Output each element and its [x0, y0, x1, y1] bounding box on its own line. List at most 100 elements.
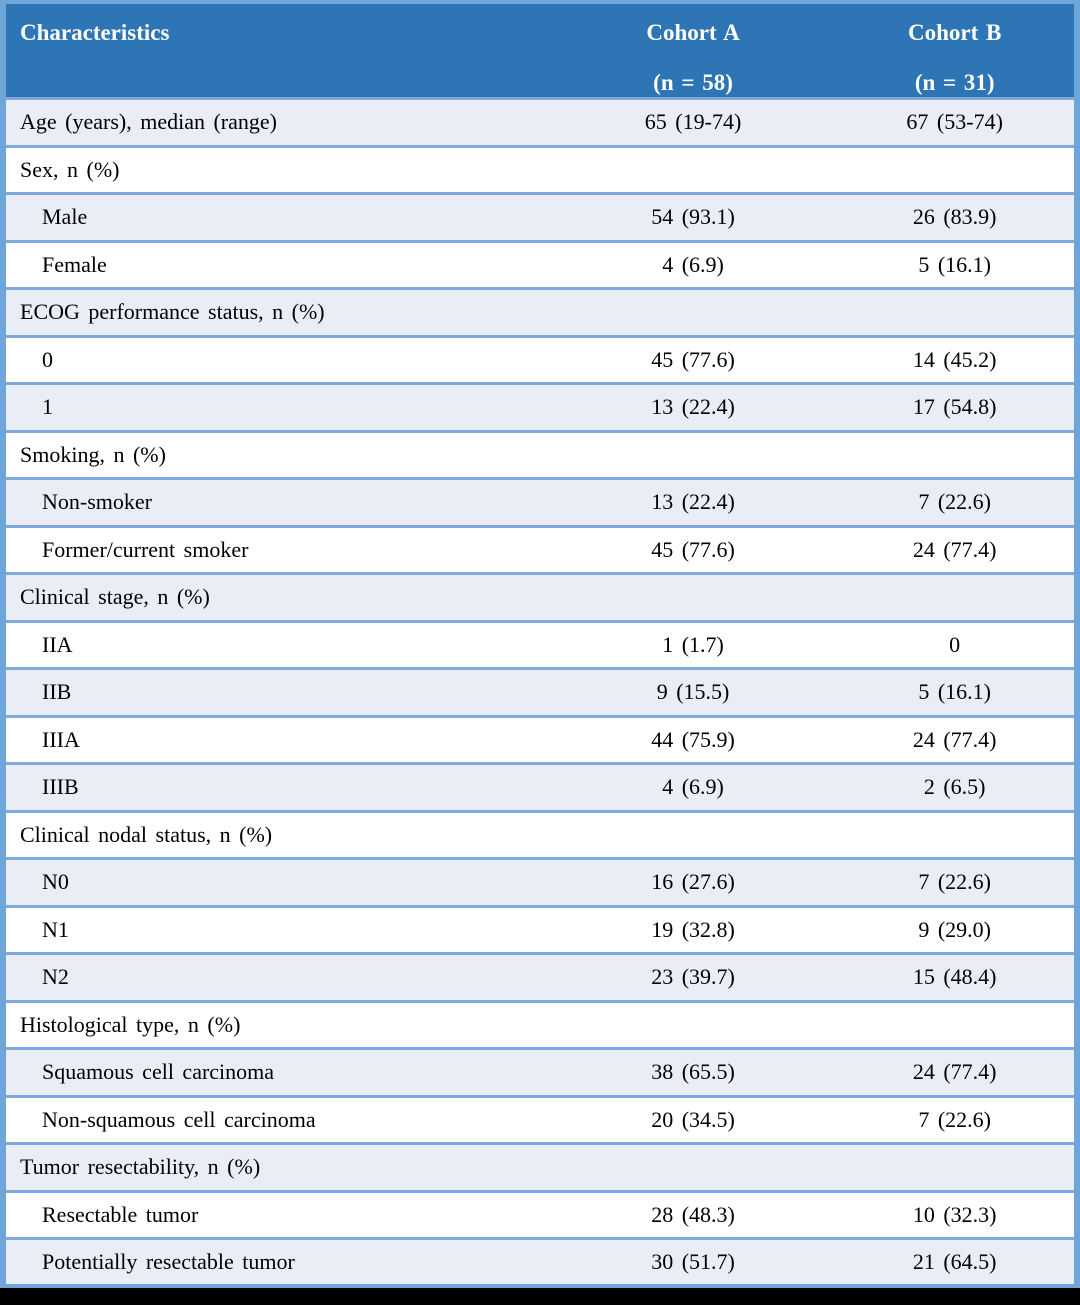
cohort-b-value-cell — [835, 287, 1077, 336]
table-row: N2 23 (39.7) 15 (48.4) — [3, 952, 1077, 1001]
bottom-black-bar — [0, 1288, 1080, 1305]
table-row: N0 16 (27.6) 7 (22.6) — [3, 857, 1077, 906]
column-header-characteristics: Characteristics — [3, 2, 551, 100]
column-header-cohort-a: Cohort A (n = 58) — [550, 2, 836, 100]
table-row: Age (years), median (range) 65 (19-74) 6… — [3, 97, 1077, 146]
characteristic-cell: ECOG performance status, n (%) — [3, 287, 551, 336]
table-row: Histological type, n (%) — [3, 999, 1077, 1049]
cohort-a-value-cell: 4 (6.9) — [550, 762, 836, 811]
cohort-b-value-cell: 26 (83.9) — [835, 192, 1077, 241]
table-row: Former/current smoker 45 (77.6) 24 (77.4… — [3, 524, 1077, 574]
cohort-a-value-cell: 38 (65.5) — [550, 1047, 836, 1096]
table-row: Non-squamous cell carcinoma 20 (34.5) 7 … — [3, 1094, 1077, 1144]
table-header-row: Characteristics Cohort A (n = 58) Cohort… — [3, 2, 1077, 100]
cohort-a-value-cell: 13 (22.4) — [550, 382, 836, 431]
cohort-b-value-cell — [835, 572, 1077, 621]
cohort-b-n-count: (n = 31) — [914, 70, 995, 95]
cohort-b-value-cell: 10 (32.3) — [835, 1189, 1077, 1239]
characteristic-cell: Tumor resectability, n (%) — [3, 1142, 551, 1191]
cohort-a-value-cell: 20 (34.5) — [550, 1094, 836, 1144]
table-row: 1 13 (22.4) 17 (54.8) — [3, 382, 1077, 431]
characteristic-cell: IIA — [3, 619, 551, 669]
cohort-b-value-cell: 2 (6.5) — [835, 762, 1077, 811]
cohort-b-value-cell: 9 (29.0) — [835, 904, 1077, 954]
cohort-a-value-cell: 16 (27.6) — [550, 857, 836, 906]
table-row: IIA 1 (1.7) 0 — [3, 619, 1077, 669]
table-row: IIB 9 (15.5) 5 (16.1) — [3, 667, 1077, 716]
cohort-a-value-cell: 1 (1.7) — [550, 619, 836, 669]
cohort-b-value-cell: 5 (16.1) — [835, 667, 1077, 716]
characteristic-cell: Smoking, n (%) — [3, 429, 551, 479]
cohort-b-value-cell — [835, 429, 1077, 479]
cohort-a-n-count: (n = 58) — [653, 70, 733, 95]
cohort-b-value-cell: 7 (22.6) — [835, 1094, 1077, 1144]
characteristic-cell: IIIB — [3, 762, 551, 811]
characteristic-cell: Male — [3, 192, 551, 241]
cohort-b-value-cell: 67 (53-74) — [835, 97, 1077, 146]
cohort-a-value-cell: 9 (15.5) — [550, 667, 836, 716]
characteristic-cell: Histological type, n (%) — [3, 999, 551, 1049]
cohort-a-value-cell — [550, 1142, 836, 1191]
table-row: Sex, n (%) — [3, 144, 1077, 194]
cohort-a-value-cell — [550, 809, 836, 859]
table-row: Female 4 (6.9) 5 (16.1) — [3, 239, 1077, 289]
cohort-b-value-cell: 7 (22.6) — [835, 857, 1077, 906]
characteristic-cell: 1 — [3, 382, 551, 431]
cohort-a-value-cell — [550, 287, 836, 336]
cohort-a-value-cell: 19 (32.8) — [550, 904, 836, 954]
cohort-a-value-cell: 65 (19-74) — [550, 97, 836, 146]
characteristic-cell: Clinical stage, n (%) — [3, 572, 551, 621]
characteristic-cell: Non-smoker — [3, 477, 551, 526]
table-body: Age (years), median (range) 65 (19-74) 6… — [3, 97, 1077, 1286]
cohort-b-value-cell: 17 (54.8) — [835, 382, 1077, 431]
characteristic-cell: N0 — [3, 857, 551, 906]
table-row: Resectable tumor 28 (48.3) 10 (32.3) — [3, 1189, 1077, 1239]
characteristic-cell: Squamous cell carcinoma — [3, 1047, 551, 1096]
characteristic-cell: Resectable tumor — [3, 1189, 551, 1239]
cohort-a-value-cell — [550, 999, 836, 1049]
table-row: IIIB 4 (6.9) 2 (6.5) — [3, 762, 1077, 811]
cohort-a-value-cell: 23 (39.7) — [550, 952, 836, 1001]
cohort-a-title: Cohort A — [646, 20, 740, 45]
table-row: Squamous cell carcinoma 38 (65.5) 24 (77… — [3, 1047, 1077, 1096]
table-row: Potentially resectable tumor 30 (51.7) 2… — [3, 1237, 1077, 1286]
table-row: 0 45 (77.6) 14 (45.2) — [3, 334, 1077, 384]
cohort-b-value-cell — [835, 809, 1077, 859]
table-row: Smoking, n (%) — [3, 429, 1077, 479]
characteristic-cell: 0 — [3, 334, 551, 384]
table-row: Male 54 (93.1) 26 (83.9) — [3, 192, 1077, 241]
table-row: Non-smoker 13 (22.4) 7 (22.6) — [3, 477, 1077, 526]
characteristic-cell: Clinical nodal status, n (%) — [3, 809, 551, 859]
cohort-b-value-cell: 14 (45.2) — [835, 334, 1077, 384]
cohort-b-value-cell: 15 (48.4) — [835, 952, 1077, 1001]
characteristic-cell: Sex, n (%) — [3, 144, 551, 194]
characteristic-cell: Potentially resectable tumor — [3, 1237, 551, 1286]
cohort-b-value-cell — [835, 999, 1077, 1049]
cohort-b-value-cell: 7 (22.6) — [835, 477, 1077, 526]
cohort-a-value-cell: 45 (77.6) — [550, 334, 836, 384]
table-row: N1 19 (32.8) 9 (29.0) — [3, 904, 1077, 954]
characteristic-cell: N1 — [3, 904, 551, 954]
table-row: ECOG performance status, n (%) — [3, 287, 1077, 336]
cohort-b-value-cell — [835, 1142, 1077, 1191]
table-row: IIIA 44 (75.9) 24 (77.4) — [3, 714, 1077, 764]
characteristic-cell: Non-squamous cell carcinoma — [3, 1094, 551, 1144]
characteristic-cell: Age (years), median (range) — [3, 97, 551, 146]
table-row: Clinical stage, n (%) — [3, 572, 1077, 621]
cohort-a-value-cell: 28 (48.3) — [550, 1189, 836, 1239]
cohort-b-title: Cohort B — [907, 20, 1002, 45]
cohort-b-value-cell: 24 (77.4) — [835, 1047, 1077, 1096]
characteristic-cell: Former/current smoker — [3, 524, 551, 574]
cohort-a-value-cell: 54 (93.1) — [550, 192, 836, 241]
cohort-a-value-cell — [550, 572, 836, 621]
cohort-b-value-cell: 24 (77.4) — [835, 524, 1077, 574]
table-row: Clinical nodal status, n (%) — [3, 809, 1077, 859]
characteristic-cell: IIIA — [3, 714, 551, 764]
cohort-a-value-cell: 44 (75.9) — [550, 714, 836, 764]
cohort-a-value-cell: 30 (51.7) — [550, 1237, 836, 1286]
table-row: Tumor resectability, n (%) — [3, 1142, 1077, 1191]
cohort-a-value-cell: 13 (22.4) — [550, 477, 836, 526]
cohort-b-value-cell: 21 (64.5) — [835, 1237, 1077, 1286]
